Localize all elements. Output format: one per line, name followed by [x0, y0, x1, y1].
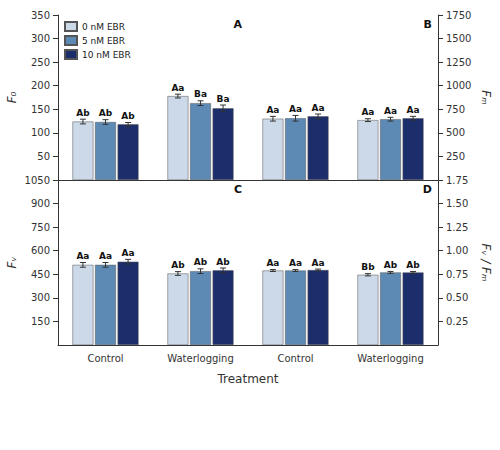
svg-text:Ab: Ab: [194, 257, 208, 267]
svg-text:Aa: Aa: [171, 83, 184, 93]
svg-text:Fᵥ: Fᵥ: [5, 257, 19, 269]
svg-text:500: 500: [446, 127, 465, 138]
svg-text:B: B: [424, 18, 432, 31]
svg-text:750: 750: [446, 104, 465, 115]
svg-text:Ab: Ab: [406, 260, 420, 270]
svg-text:Aa: Aa: [76, 251, 89, 261]
svg-text:450: 450: [31, 269, 50, 280]
svg-text:0.50: 0.50: [446, 292, 468, 303]
svg-text:1.00: 1.00: [446, 245, 468, 256]
svg-text:1500: 1500: [446, 33, 471, 44]
svg-text:Aa: Aa: [312, 258, 325, 268]
svg-text:900: 900: [31, 198, 50, 209]
svg-text:0.75: 0.75: [446, 269, 468, 280]
svg-text:Aa: Aa: [312, 103, 325, 113]
svg-text:5 nM EBR: 5 nM EBR: [82, 36, 125, 46]
svg-text:Aa: Aa: [99, 251, 112, 261]
svg-text:Ab: Ab: [76, 108, 90, 118]
svg-text:Aa: Aa: [289, 104, 302, 114]
svg-text:F₀: F₀: [5, 91, 19, 103]
svg-text:200: 200: [31, 80, 50, 91]
svg-text:Fₘ: Fₘ: [479, 90, 493, 104]
svg-text:Waterlogging: Waterlogging: [357, 353, 424, 364]
svg-text:1050: 1050: [25, 175, 50, 186]
svg-text:Aa: Aa: [289, 258, 302, 268]
svg-text:Bb: Bb: [361, 262, 375, 272]
svg-text:Fᵥ / Fₘ: Fᵥ / Fₘ: [479, 244, 493, 282]
svg-text:300: 300: [31, 33, 50, 44]
svg-text:1.75: 1.75: [446, 175, 468, 186]
svg-text:250: 250: [31, 57, 50, 68]
svg-text:Ba: Ba: [194, 89, 207, 99]
svg-text:10 nM EBR: 10 nM EBR: [82, 50, 131, 60]
svg-text:100: 100: [31, 127, 50, 138]
svg-text:600: 600: [31, 245, 50, 256]
svg-text:Aa: Aa: [266, 258, 279, 268]
svg-text:1000: 1000: [446, 80, 471, 91]
svg-text:750: 750: [31, 222, 50, 233]
svg-text:Treatment: Treatment: [216, 372, 278, 386]
svg-text:150: 150: [31, 316, 50, 327]
svg-text:350: 350: [31, 10, 50, 21]
svg-text:Control: Control: [277, 353, 313, 364]
svg-text:1750: 1750: [446, 10, 471, 21]
svg-text:Aa: Aa: [361, 107, 374, 117]
svg-text:250: 250: [446, 151, 465, 162]
svg-text:Ab: Ab: [171, 260, 185, 270]
svg-text:Ab: Ab: [216, 257, 230, 267]
svg-text:C: C: [234, 183, 242, 196]
svg-text:50: 50: [37, 151, 50, 162]
svg-text:Ab: Ab: [99, 108, 113, 118]
svg-text:Ba: Ba: [217, 94, 230, 104]
svg-text:D: D: [423, 183, 432, 196]
svg-text:Aa: Aa: [407, 105, 420, 115]
svg-text:1.25: 1.25: [446, 222, 468, 233]
svg-text:Aa: Aa: [266, 105, 279, 115]
svg-text:Waterlogging: Waterlogging: [167, 353, 234, 364]
svg-text:1.50: 1.50: [446, 198, 468, 209]
svg-text:300: 300: [31, 292, 50, 303]
svg-text:Ab: Ab: [121, 111, 135, 121]
svg-text:Aa: Aa: [384, 106, 397, 116]
svg-text:0.25: 0.25: [446, 316, 468, 327]
svg-text:Ab: Ab: [384, 260, 398, 270]
svg-text:A: A: [233, 18, 242, 31]
svg-text:1250: 1250: [446, 57, 471, 68]
svg-text:0 nM EBR: 0 nM EBR: [82, 22, 125, 32]
svg-text:150: 150: [31, 104, 50, 115]
svg-text:Aa: Aa: [122, 248, 135, 258]
svg-text:Control: Control: [87, 353, 123, 364]
